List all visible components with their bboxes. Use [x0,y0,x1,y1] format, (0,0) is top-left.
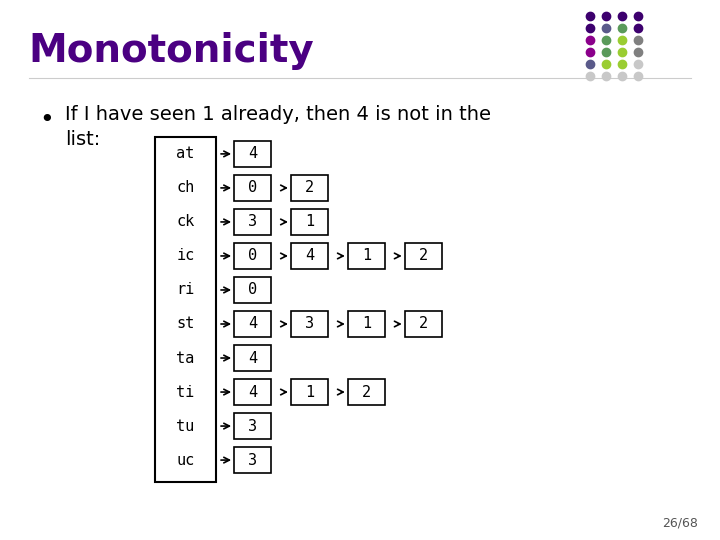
Bar [234,141,271,167]
Text: 1: 1 [305,214,314,230]
Text: 3: 3 [248,418,257,434]
Bar [234,277,271,303]
Text: 1: 1 [362,248,371,264]
Bar [405,311,442,337]
Text: 3: 3 [248,214,257,230]
Text: ic: ic [176,248,194,264]
Bar [234,413,271,439]
Bar [405,243,442,269]
Text: ri: ri [176,282,194,298]
Text: 0: 0 [248,248,257,264]
Text: 1: 1 [362,316,371,332]
Bar [291,243,328,269]
Text: If I have seen 1 already, then 4 is not in the: If I have seen 1 already, then 4 is not … [65,105,491,124]
Text: list:: list: [65,130,100,148]
Text: 4: 4 [305,248,314,264]
Text: 4: 4 [248,146,257,161]
Bar [291,175,328,201]
Text: st: st [176,316,194,332]
Text: Monotonicity: Monotonicity [29,32,315,70]
Text: 3: 3 [305,316,314,332]
Bar [234,447,271,473]
Text: ta: ta [176,350,194,366]
Text: 1: 1 [305,384,314,400]
Text: ch: ch [176,180,194,195]
Text: 0: 0 [248,282,257,298]
Text: 2: 2 [419,316,428,332]
Bar [348,243,385,269]
Text: 2: 2 [305,180,314,195]
Text: 4: 4 [248,316,257,332]
Text: 2: 2 [362,384,371,400]
Text: ck: ck [176,214,194,230]
Bar [348,379,385,405]
Text: uc: uc [176,453,194,468]
Bar [348,311,385,337]
Bar [291,311,328,337]
Text: •: • [40,108,54,132]
Text: 3: 3 [248,453,257,468]
Text: 2: 2 [419,248,428,264]
Bar [234,311,271,337]
Bar [234,379,271,405]
Text: 4: 4 [248,350,257,366]
Bar [234,345,271,371]
Text: 0: 0 [248,180,257,195]
Bar [234,175,271,201]
Bar [234,209,271,235]
Bar [234,243,271,269]
Text: 4: 4 [248,384,257,400]
Text: at: at [176,146,194,161]
Bar [291,379,328,405]
Text: ti: ti [176,384,194,400]
Text: 26/68: 26/68 [662,516,698,529]
Bar [291,209,328,235]
Text: tu: tu [176,418,194,434]
